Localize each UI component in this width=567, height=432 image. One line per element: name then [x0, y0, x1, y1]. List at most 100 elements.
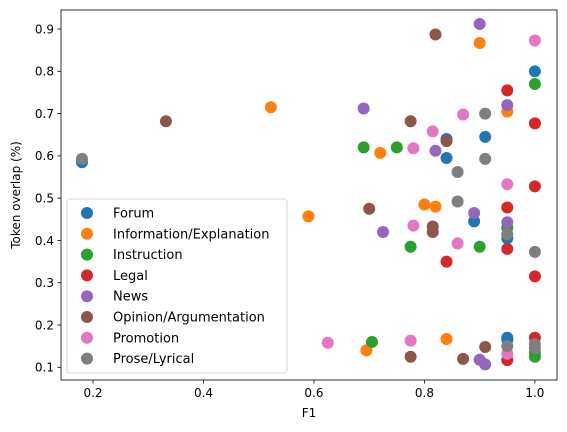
point-legal: [501, 84, 514, 97]
point-information-explanation: [360, 344, 373, 357]
legend-label-opinion-argumentation: Opinion/Argumentation: [113, 311, 265, 326]
legend: Forum Information/Explanation Instruction L…: [66, 198, 288, 374]
point-information-explanation: [418, 198, 431, 211]
point-instruction: [390, 141, 403, 154]
x-axis-label: F1: [302, 406, 317, 420]
legend-label-promotion: Promotion: [113, 331, 179, 346]
legend-frame: [66, 198, 288, 374]
point-information-explanation: [302, 210, 315, 223]
y-tick-label: 0.5: [35, 191, 54, 205]
x-tick-label: 0.2: [83, 386, 102, 400]
y-axis-label: Token overlap (%): [9, 141, 23, 250]
legend-label-news: News: [113, 290, 148, 305]
point-prose-lyrical: [528, 342, 541, 355]
y-tick-label: 0.2: [35, 318, 54, 332]
point-prose-lyrical: [479, 152, 492, 165]
point-promotion: [321, 336, 334, 349]
point-instruction: [365, 335, 378, 348]
point-information-explanation: [440, 332, 453, 345]
point-prose-lyrical: [501, 340, 514, 353]
point-information-explanation: [264, 101, 277, 114]
legend-marker-opinion-argumentation: [81, 311, 93, 323]
legend-label-instruction: Instruction: [113, 248, 183, 263]
point-forum: [501, 331, 514, 344]
point-news: [473, 17, 486, 30]
point-opinion-argumentation: [404, 115, 417, 128]
point-instruction: [473, 240, 486, 253]
point-news: [429, 144, 442, 157]
legend-marker-legal: [81, 269, 93, 282]
point-opinion-argumentation: [404, 350, 417, 363]
plot-frame: [60, 9, 558, 381]
point-news: [501, 216, 514, 229]
point-prose-lyrical: [501, 228, 514, 241]
point-forum: [468, 215, 481, 228]
legend-label-forum: Forum: [113, 207, 154, 222]
x-axis-ticks: 0.2 0.4 0.6 0.8 1.0: [83, 380, 544, 400]
point-opinion-argumentation: [426, 226, 439, 238]
point-news: [501, 99, 514, 112]
point-news: [479, 358, 492, 371]
point-opinion-argumentation: [159, 115, 172, 128]
x-tick-label: 0.6: [304, 386, 323, 400]
point-instruction: [528, 78, 541, 90]
x-tick-label: 0.8: [415, 386, 434, 400]
legend-label-prose-lyrical: Prose/Lyrical: [113, 352, 194, 367]
point-legal: [501, 201, 514, 214]
x-tick-label: 0.4: [194, 386, 213, 400]
point-legal: [501, 242, 514, 255]
point-prose-lyrical: [451, 165, 464, 178]
point-promotion: [501, 178, 514, 191]
legend-marker-forum: [81, 207, 93, 219]
point-news: [357, 102, 370, 115]
point-information-explanation: [473, 36, 486, 49]
point-forum: [528, 65, 541, 78]
data-points: [75, 17, 541, 371]
legend-marker-promotion: [81, 331, 93, 344]
point-information-explanation: [429, 200, 442, 213]
point-prose-lyrical: [451, 195, 464, 208]
point-prose-lyrical: [75, 152, 88, 165]
point-prose-lyrical: [479, 107, 492, 120]
point-forum: [479, 130, 492, 143]
y-tick-label: 0.1: [35, 361, 54, 375]
point-opinion-argumentation: [479, 341, 492, 354]
point-instruction: [404, 240, 417, 253]
point-information-explanation: [374, 146, 387, 159]
point-opinion-argumentation: [457, 352, 470, 365]
legend-marker-prose-lyrical: [81, 352, 93, 365]
point-promotion: [407, 219, 420, 232]
legend-label-information-explanation: Information/Explanation: [113, 227, 269, 242]
point-prose-lyrical: [528, 245, 541, 258]
legend-label-legal: Legal: [113, 269, 148, 284]
y-tick-label: 0.6: [35, 149, 54, 163]
y-tick-label: 0.9: [35, 22, 54, 36]
point-promotion: [528, 34, 541, 47]
point-promotion: [457, 108, 470, 121]
point-news: [377, 226, 390, 238]
y-tick-label: 0.8: [35, 65, 54, 79]
legend-marker-instruction: [81, 248, 93, 261]
point-promotion: [426, 125, 439, 138]
legend-marker-news: [81, 290, 93, 303]
y-tick-label: 0.4: [35, 234, 54, 248]
x-tick-label: 1.0: [525, 386, 544, 400]
point-forum: [440, 152, 453, 164]
point-legal: [528, 117, 541, 130]
point-promotion: [451, 237, 464, 250]
point-opinion-argumentation: [429, 28, 442, 41]
y-tick-label: 0.7: [35, 107, 54, 121]
point-news: [468, 206, 481, 219]
y-axis-ticks: 0.1 0.2 0.3 0.4 0.5 0.6 0.7 0.8 0.9: [35, 22, 61, 375]
legend-entries: Forum Information/Explanation Instruction L…: [81, 207, 269, 367]
point-promotion: [404, 334, 417, 347]
point-opinion-argumentation: [363, 202, 376, 215]
point-legal: [528, 270, 541, 283]
point-instruction: [357, 141, 370, 154]
point-opinion-argumentation: [440, 135, 453, 148]
legend-marker-information-explanation: [81, 227, 93, 240]
point-promotion: [407, 142, 420, 155]
point-legal: [528, 180, 541, 193]
point-legal: [440, 255, 453, 268]
